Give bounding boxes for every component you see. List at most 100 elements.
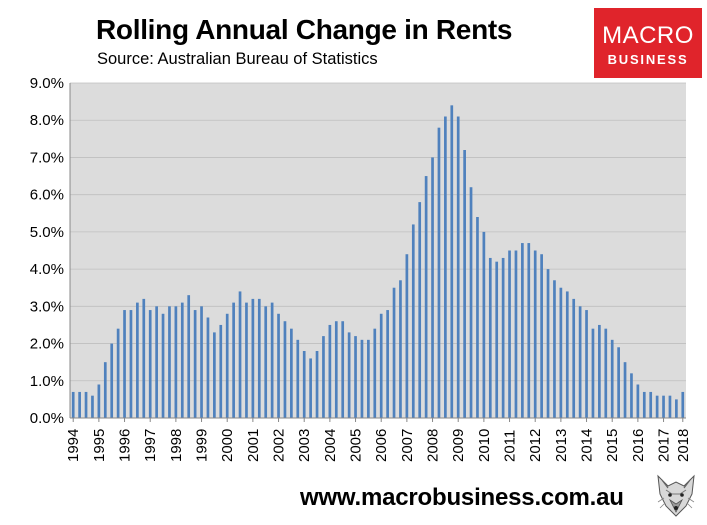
bar (283, 321, 287, 418)
bar (290, 328, 293, 418)
bar (514, 250, 518, 418)
x-tick-label: 2012 (527, 429, 544, 462)
bar (418, 202, 422, 418)
x-tick-label: 2008 (425, 429, 442, 462)
bar (495, 261, 499, 418)
bar (546, 269, 550, 418)
x-tick-label: 2005 (348, 429, 365, 462)
macrobusiness-logo: MACRO BUSINESS (594, 8, 702, 78)
x-tick-label: 1999 (194, 429, 211, 462)
bar (463, 150, 466, 418)
bar (565, 291, 569, 418)
bar (238, 291, 242, 418)
bar (174, 306, 178, 418)
bar (469, 187, 473, 418)
bar (136, 302, 139, 418)
bar (84, 391, 88, 418)
x-tick-label: 2003 (296, 429, 313, 462)
bar (142, 298, 146, 418)
y-tick-label: 9.0% (30, 75, 64, 92)
bar (482, 231, 486, 418)
bar (437, 127, 441, 419)
x-tick-label: 2004 (322, 429, 339, 462)
bar (444, 116, 447, 418)
bar (277, 313, 280, 418)
footer-website-url: www.macrobusiness.com.au (300, 484, 624, 511)
bar (334, 321, 338, 418)
bar (662, 395, 665, 418)
bar (649, 391, 653, 418)
bar (251, 298, 255, 418)
bar (521, 243, 524, 418)
wolf-mascot-icon (650, 470, 702, 520)
x-tick-label: 1996 (117, 429, 134, 462)
y-tick-label: 5.0% (30, 224, 64, 241)
x-tick-label: 1998 (168, 429, 185, 462)
bar (200, 306, 203, 418)
bar (623, 362, 627, 418)
x-tick-label: 2014 (579, 429, 596, 462)
bar (488, 257, 492, 418)
y-tick-label: 1.0% (30, 373, 64, 390)
bar (681, 391, 685, 418)
bar (180, 302, 184, 418)
bar (232, 302, 235, 418)
bar (610, 339, 614, 418)
bar (91, 395, 94, 418)
bar (347, 332, 351, 418)
logo-line-business: BUSINESS (607, 52, 689, 67)
bar (257, 298, 261, 418)
y-tick-label: 2.0% (30, 336, 64, 353)
bar (168, 306, 171, 418)
bar (431, 157, 434, 418)
bar (367, 339, 370, 418)
bar (315, 351, 319, 418)
bar (405, 254, 409, 418)
y-tick-label: 0.0% (30, 410, 64, 427)
bar (219, 324, 223, 418)
bar (508, 250, 511, 418)
bar (585, 310, 588, 418)
bar (424, 176, 428, 418)
y-tick-label: 6.0% (30, 187, 64, 204)
bar (572, 298, 576, 418)
bar (354, 336, 357, 418)
bar (501, 257, 505, 418)
bar (71, 391, 75, 418)
bar (187, 295, 191, 418)
bar (540, 254, 543, 418)
bar (97, 384, 101, 418)
x-tick-label: 2010 (476, 429, 493, 462)
bar (270, 302, 274, 418)
bar (668, 395, 672, 418)
x-tick-label: 2009 (450, 429, 467, 462)
bar (116, 328, 120, 418)
bar (636, 384, 640, 418)
x-tick-label: 2007 (399, 429, 416, 462)
bar (411, 224, 415, 418)
x-tick-label: 1994 (65, 429, 82, 462)
x-tick-label: 2001 (245, 429, 262, 462)
plot-area (70, 83, 686, 418)
x-tick-label: 2017 (656, 429, 673, 462)
x-tick-label: 2000 (219, 429, 236, 462)
bar (450, 105, 454, 418)
bar (399, 280, 402, 418)
bar (476, 217, 479, 418)
bar (675, 399, 678, 418)
bar (193, 310, 197, 418)
x-tick-label: 2018 (675, 429, 692, 462)
bar (630, 373, 633, 418)
bar (110, 343, 114, 418)
bar (322, 336, 325, 418)
bar (302, 351, 306, 418)
bar (225, 313, 229, 418)
bar (148, 310, 152, 418)
y-tick-label: 3.0% (30, 298, 64, 315)
x-tick-label: 2016 (630, 429, 647, 462)
bar (379, 313, 383, 418)
chart-subtitle: Source: Australian Bureau of Statistics (97, 50, 378, 68)
bar (296, 339, 300, 418)
x-tick-label: 2011 (502, 430, 519, 462)
y-tick-label: 7.0% (30, 149, 64, 166)
